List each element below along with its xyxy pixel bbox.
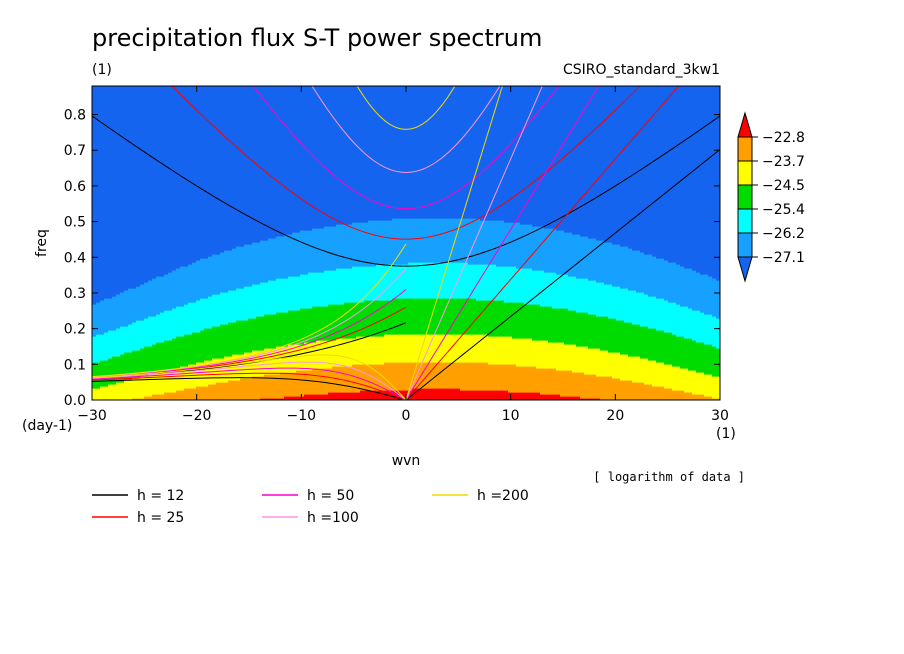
chart-subtitle-left: (1) (92, 62, 112, 78)
plot-area (92, 0, 721, 401)
filled-contours (92, 86, 721, 401)
chart-title: precipitation flux S-T power spectrum (92, 24, 542, 52)
chart-subtitle-right: CSIRO_standard_3kw1 (563, 62, 720, 78)
